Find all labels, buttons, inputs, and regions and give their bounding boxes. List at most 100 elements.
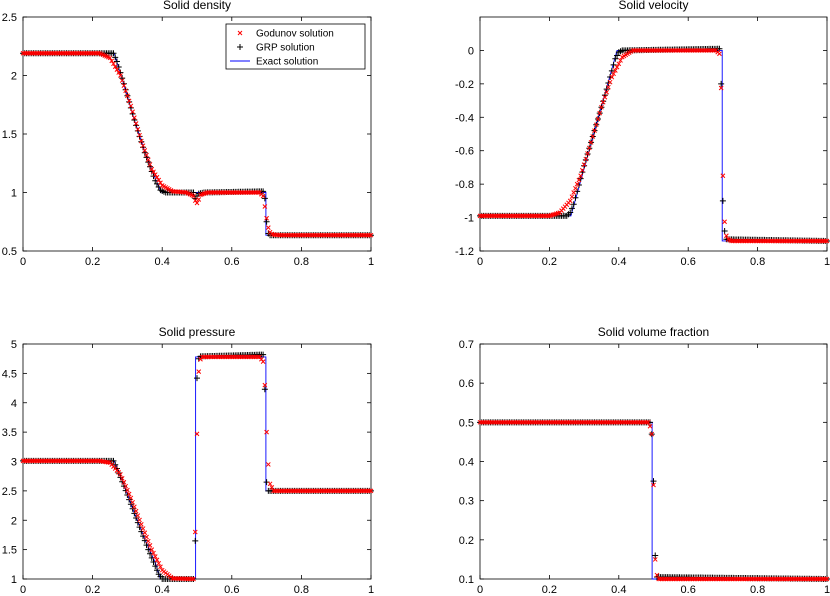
point-godunov-solution [121,479,127,485]
point-godunov-solution [724,576,729,582]
point-godunov-solution [88,50,94,56]
point-godunov-solution [687,48,693,53]
point-godunov-solution [227,354,233,360]
point-godunov-solution [255,190,261,195]
point-godunov-solution [297,488,303,494]
point-godunov-solution [623,419,629,425]
point-godunov-solution [156,560,162,566]
point-godunov-solution [93,50,99,56]
point-godunov-solution [784,576,790,582]
point-godunov-solution [678,576,684,582]
point-godunov-solution [559,419,564,425]
point-godunov-solution [533,213,538,219]
x-tick-label: 0.2 [85,584,100,596]
point-godunov-solution [540,419,545,425]
point-godunov-solution [581,162,587,167]
point-godunov-solution [486,419,492,425]
point-godunov-solution [203,354,209,360]
point-godunov-solution [654,48,660,53]
point-godunov-solution [347,232,353,238]
point-godunov-solution [27,50,33,56]
point-godunov-solution [314,232,320,238]
point-godunov-solution [521,419,526,425]
point-godunov-solution [316,232,322,238]
point-godunov-solution [770,238,776,244]
point-godunov-solution [609,419,615,425]
point-godunov-solution [767,576,773,582]
point-godunov-solution [602,94,608,100]
point-godunov-solution [189,576,195,582]
point-godunov-solution [269,484,275,490]
point-godunov-solution [133,121,139,126]
point-godunov-solution [191,576,196,582]
point-godunov-solution [119,475,125,481]
point-godunov-solution [597,110,603,116]
point-godunov-solution [72,458,78,464]
point-godunov-solution [703,576,708,582]
point-godunov-solution [368,232,374,238]
point-godunov-solution [501,213,507,219]
point-godunov-solution [48,458,54,464]
point-godunov-solution [564,419,570,425]
y-tick-label: 4 [11,398,17,410]
point-grp-solution [570,201,577,208]
point-godunov-solution [22,50,28,56]
point-godunov-solution [640,419,646,425]
point-godunov-solution [547,419,552,425]
point-godunov-solution [116,70,122,75]
point-godunov-solution [311,488,316,494]
point-godunov-solution [351,232,356,238]
point-godunov-solution [264,429,269,435]
point-godunov-solution [229,354,235,360]
point-godunov-solution [661,48,667,53]
point-godunov-solution [673,48,679,53]
point-godunov-solution [802,576,807,582]
point-godunov-solution [358,488,363,494]
point-godunov-solution [111,61,116,67]
point-godunov-solution [498,419,504,425]
point-godunov-solution [654,572,660,578]
point-godunov-solution [133,508,139,514]
point-godunov-solution [309,232,315,238]
point-godunov-solution [250,190,256,195]
point-godunov-solution [109,58,115,64]
point-godunov-solution [481,213,486,219]
point-godunov-solution [337,232,343,238]
point-godunov-solution [25,50,31,56]
point-godunov-solution [227,190,233,195]
point-godunov-solution [488,419,493,425]
point-godunov-solution [126,98,132,104]
point-godunov-solution [501,419,507,425]
point-godunov-solution [781,576,786,582]
point-godunov-solution [151,550,156,556]
point-godunov-solution [78,50,83,56]
point-godunov-solution [586,419,592,425]
point-godunov-solution [514,213,519,219]
point-godunov-solution [531,213,537,219]
point-godunov-solution [562,419,568,425]
y-tick-label: 1.5 [2,129,17,141]
point-godunov-solution [236,354,242,360]
point-godunov-solution [540,213,545,219]
point-godunov-solution [597,419,603,425]
point-godunov-solution [488,213,493,219]
point-godunov-solution [796,238,802,244]
point-godunov-solution [600,419,606,425]
point-godunov-solution [626,419,632,425]
point-godunov-solution [765,576,771,582]
point-godunov-solution [74,458,80,464]
point-godunov-solution [574,181,580,187]
y-tick-label: -1.2 [455,246,474,258]
point-godunov-solution [569,194,575,200]
point-godunov-solution [365,232,370,238]
point-godunov-solution [363,232,369,238]
point-godunov-solution [145,157,151,163]
point-godunov-solution [151,169,156,175]
point-godunov-solution [231,354,236,360]
point-godunov-solution [142,148,148,153]
point-godunov-solution [541,213,547,219]
point-godunov-solution [675,576,681,582]
point-godunov-solution [522,213,528,219]
point-godunov-solution [701,48,707,53]
y-tick-label: 4.5 [2,368,17,380]
